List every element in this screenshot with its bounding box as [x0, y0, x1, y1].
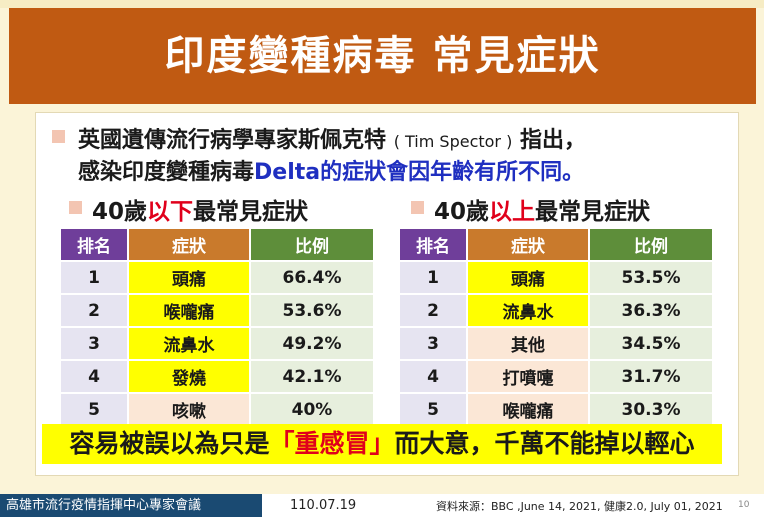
intro-line-1: 英國遺傳流行病學專家斯佩克特 ( Tim Spector ) 指出， [78, 122, 586, 154]
bullet-square-icon [52, 130, 65, 143]
bullet-square-icon [411, 201, 424, 214]
heading-label: 最常見症狀 [193, 199, 309, 225]
percent-cell: 34.5% [590, 328, 712, 359]
percent-cell: 53.6% [251, 295, 373, 326]
footer-date: 110.07.19 [290, 498, 357, 513]
slide-title: 印度變種病毒 常見症狀 [164, 33, 601, 79]
heading-age: 40歲 [92, 199, 148, 225]
table-under-40: 排名 症狀 比例 1 頭痛 66.4% 2 喉嚨痛 53.6% 3 流鼻水 49… [59, 227, 375, 427]
header-rank: 排名 [400, 229, 466, 260]
rank-cell: 1 [400, 262, 466, 293]
heading-age: 40歲 [434, 199, 490, 225]
symptom-cell: 流鼻水 [129, 328, 249, 359]
table-row: 5 喉嚨痛 30.3% [400, 394, 712, 425]
heading-under-40: 40歲以下最常見症狀 [92, 192, 308, 226]
symptom-cell: 流鼻水 [468, 295, 588, 326]
warning-emphasis: 「重感冒」 [269, 429, 395, 458]
footer-source: 資料來源：BBC ,June 14, 2021, 健康2.0, July 01,… [436, 500, 723, 513]
table-row: 3 流鼻水 49.2% [61, 328, 373, 359]
table-row: 2 流鼻水 36.3% [400, 295, 712, 326]
rank-cell: 2 [400, 295, 466, 326]
rank-cell: 4 [400, 361, 466, 392]
percent-cell: 40% [251, 394, 373, 425]
symptom-cell: 頭痛 [468, 262, 588, 293]
symptom-cell: 喉嚨痛 [468, 394, 588, 425]
header-symptom: 症狀 [129, 229, 249, 260]
percent-cell: 53.5% [590, 262, 712, 293]
intro-period: 。 [562, 160, 585, 185]
rank-cell: 4 [61, 361, 127, 392]
symptom-cell: 發燒 [129, 361, 249, 392]
intro-name: ( Tim Spector ) [393, 132, 513, 151]
intro-text: 英國遺傳流行病學專家斯佩克特 [78, 128, 387, 153]
heading-label: 最常見症狀 [535, 199, 651, 225]
warning-banner: 容易被誤以為只是「重感冒」而大意，千萬不能掉以輕心 [42, 424, 722, 464]
symptom-cell: 頭痛 [129, 262, 249, 293]
rank-cell: 1 [61, 262, 127, 293]
top-strip [0, 0, 764, 8]
percent-cell: 36.3% [590, 295, 712, 326]
rank-cell: 3 [61, 328, 127, 359]
page-number: 10 [738, 500, 750, 510]
table-row: 4 打噴嚏 31.7% [400, 361, 712, 392]
header-percent: 比例 [590, 229, 712, 260]
rank-cell: 5 [400, 394, 466, 425]
table-row: 4 發燒 42.1% [61, 361, 373, 392]
percent-cell: 31.7% [590, 361, 712, 392]
percent-cell: 42.1% [251, 361, 373, 392]
percent-cell: 30.3% [590, 394, 712, 425]
warning-part: 容易被誤以為只是 [69, 429, 270, 458]
table-row: 3 其他 34.5% [400, 328, 712, 359]
intro-text-end: 指出， [520, 128, 587, 153]
intro-emphasis: Delta的症狀會因年齡有所不同 [254, 160, 563, 185]
symptom-cell: 打噴嚏 [468, 361, 588, 392]
table-over-40: 排名 症狀 比例 1 頭痛 53.5% 2 流鼻水 36.3% 3 其他 34.… [398, 227, 714, 427]
table-row: 1 頭痛 53.5% [400, 262, 712, 293]
footer-organization: 高雄市流行疫情指揮中心專家會議 [0, 494, 262, 517]
header-symptom: 症狀 [468, 229, 588, 260]
table-row: 2 喉嚨痛 53.6% [61, 295, 373, 326]
percent-cell: 66.4% [251, 262, 373, 293]
rank-cell: 5 [61, 394, 127, 425]
table-row: 1 頭痛 66.4% [61, 262, 373, 293]
bullet-square-icon [69, 201, 82, 214]
warning-text: 容易被誤以為只是「重感冒」而大意，千萬不能掉以輕心 [42, 424, 722, 464]
symptom-cell: 咳嗽 [129, 394, 249, 425]
table-row: 5 咳嗽 40% [61, 394, 373, 425]
heading-qualifier: 以上 [489, 199, 536, 225]
title-bar: 印度變種病毒 常見症狀 [9, 8, 756, 104]
header-percent: 比例 [251, 229, 373, 260]
symptom-cell: 喉嚨痛 [129, 295, 249, 326]
heading-over-40: 40歲以上最常見症狀 [434, 192, 650, 226]
rank-cell: 3 [400, 328, 466, 359]
warning-part: 而大意，千萬不能掉以輕心 [394, 429, 695, 458]
intro-line-2: 感染印度變種病毒Delta的症狀會因年齡有所不同。 [78, 154, 584, 186]
intro-text: 感染印度變種病毒 [78, 160, 255, 185]
rank-cell: 2 [61, 295, 127, 326]
heading-qualifier: 以下 [147, 199, 194, 225]
symptom-cell: 其他 [468, 328, 588, 359]
percent-cell: 49.2% [251, 328, 373, 359]
header-rank: 排名 [61, 229, 127, 260]
